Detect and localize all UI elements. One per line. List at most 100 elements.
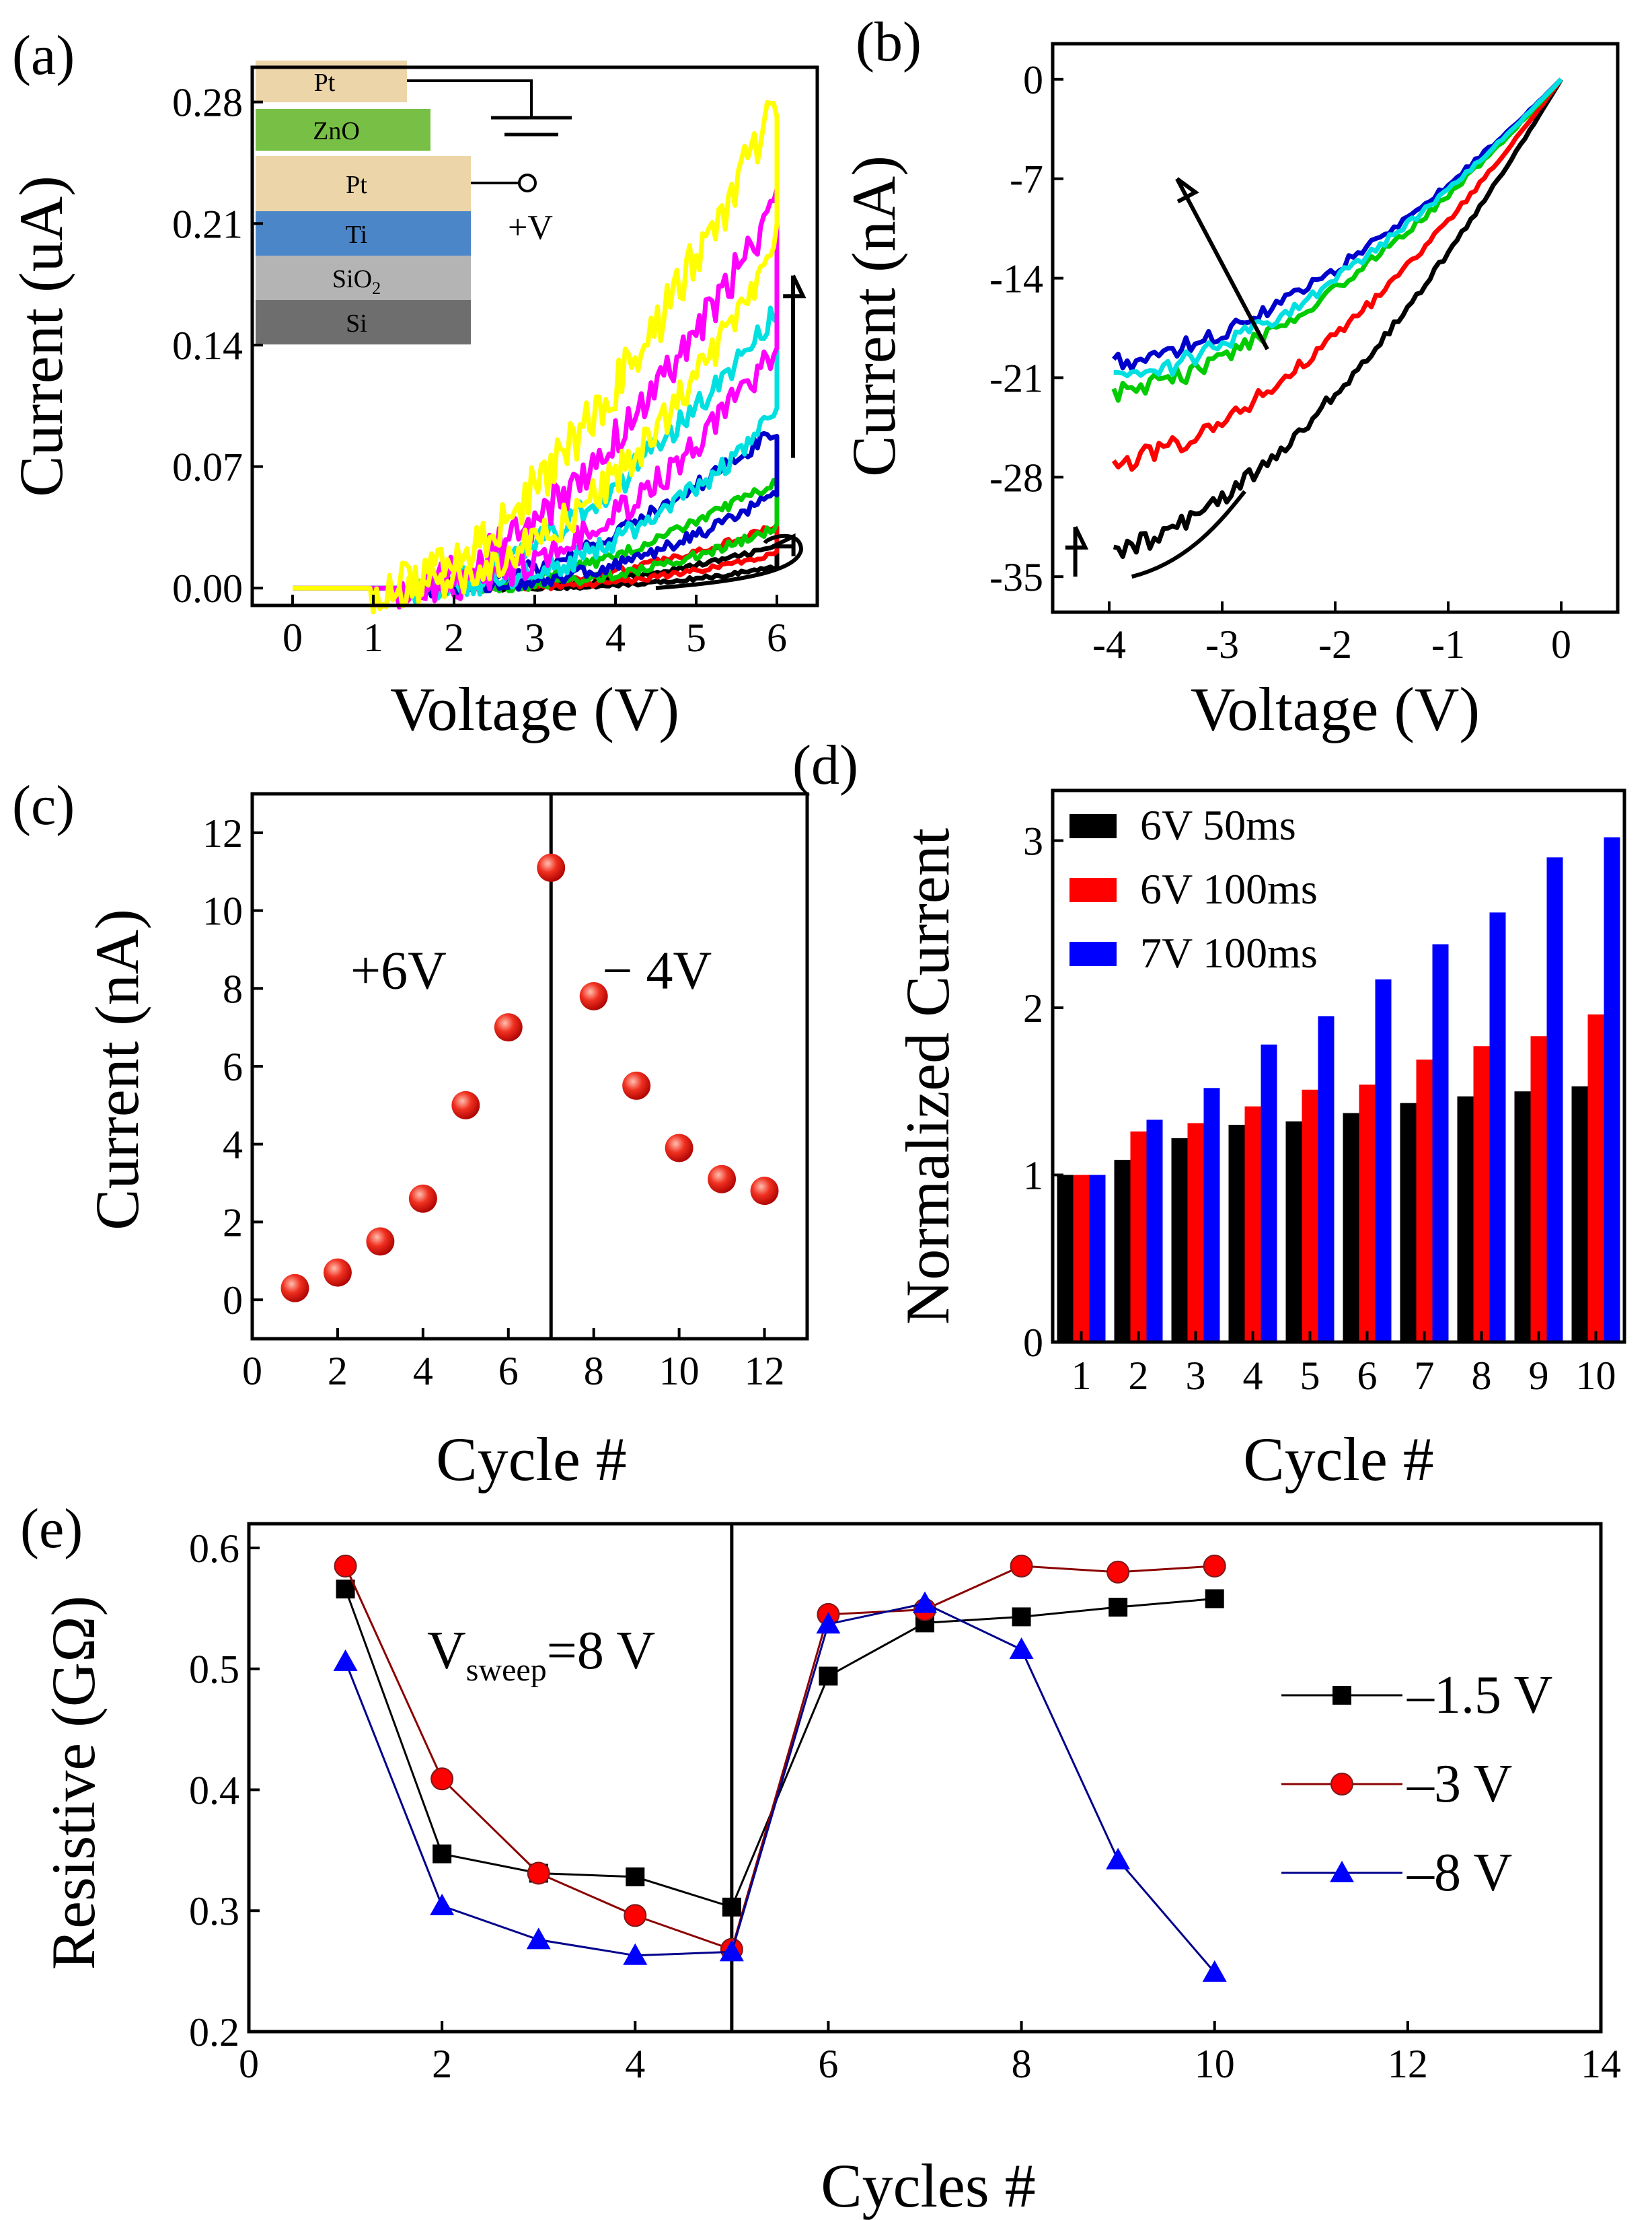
series-1-point-5	[722, 1897, 741, 1917]
x-axis-c-label-0: 0	[242, 1349, 262, 1393]
legend-label-1: –1.5 V	[1406, 1666, 1552, 1725]
bias-label: +V	[508, 209, 553, 247]
x-axis-e-label-4: 8	[1012, 2042, 1032, 2086]
bar-3-cycle-1	[1089, 1175, 1106, 1342]
panel-b: (b) -4 -3 -2 -1 0 0 -7 -14 -21 -28 -35 Voltage (V) Cu…	[839, 11, 1620, 743]
y-axis-b-label-3: -21	[989, 356, 1043, 400]
inset-layer-5	[256, 256, 471, 300]
bar-3-cycle-9	[1546, 857, 1563, 1342]
series-3-point-9	[1106, 1847, 1131, 1870]
bar-1-cycle-1	[1057, 1175, 1074, 1342]
bar-3-cycle-3	[1203, 1088, 1220, 1342]
inset-layer-label-2: ZnO	[313, 117, 360, 145]
y-axis-e-label-0: 0.2	[189, 2010, 239, 2055]
x-axis-e-label-1: 2	[432, 2042, 452, 2086]
data-point-2	[323, 1258, 352, 1287]
x-axis-c-label-6: 12	[745, 1349, 785, 1393]
series-1-point-10	[1205, 1589, 1224, 1608]
data-point-11	[708, 1164, 737, 1193]
x-axis-a-label-3: 3	[525, 616, 545, 660]
legend-label-1: 6V 50ms	[1140, 801, 1296, 849]
bar-2-cycle-7	[1416, 1060, 1433, 1342]
inset-layer-label-4: Ti	[346, 221, 367, 249]
iv-sweep-6	[293, 186, 780, 610]
x-axis-a-label-1: 1	[363, 616, 383, 660]
x-axis-c-label-2: 4	[413, 1349, 433, 1393]
series-line-2	[344, 1565, 1215, 1951]
bar-2-cycle-1	[1073, 1175, 1090, 1342]
annotation-vsweep: Vsweep=8 V	[427, 1621, 655, 1688]
y-axis-a-label-3: 0.21	[172, 202, 243, 246]
x-axis-d-label-5: 6	[1357, 1354, 1378, 1398]
panel-a: (a) Pt ZnO Pt Ti SiO2 Si +V 0 1 2 3 4 5 6 0.00 0.07 0.14 0…	[7, 24, 819, 743]
start-curl	[1131, 490, 1246, 579]
inset-layer-6	[256, 300, 471, 344]
data-point-6	[494, 1013, 523, 1042]
bar-3-cycle-6	[1375, 979, 1392, 1342]
x-axis-title-e: Cycles #	[821, 2151, 1035, 2220]
x-axis-c-label-4: 8	[584, 1349, 604, 1393]
y-axis-c-label-1: 2	[223, 1200, 243, 1245]
x-axis-a-label-6: 6	[767, 616, 787, 660]
series-1-point-4	[626, 1867, 645, 1886]
series-3-point-10	[1202, 1960, 1227, 1982]
return-curl	[655, 533, 804, 591]
annotation-set: +6V	[350, 941, 447, 1000]
x-axis-title-c: Cycle #	[436, 1425, 627, 1493]
iv-sweep-2	[1111, 77, 1563, 472]
bar-2-cycle-2	[1130, 1131, 1147, 1342]
y-axis-a-label-1: 0.07	[172, 445, 243, 490]
iv-sweep-1	[1113, 78, 1564, 559]
x-axis-title-d: Cycle #	[1243, 1425, 1434, 1493]
panel-e: (e) –1.5 V –3 V –8 V Vsweep=8 V 0 2 4 6 8 10 12 14 0.…	[20, 1497, 1621, 2220]
bar-3-cycle-5	[1318, 1016, 1335, 1342]
data-point-10	[665, 1134, 693, 1162]
legend-swatch-3	[1069, 942, 1117, 966]
annotation-reset: − 4V	[602, 941, 712, 1000]
panel-c: (c) +6V − 4V 0 2 4 6 8 10 12 0 2 4 6 8 10 12 Cycle # Curre…	[12, 774, 809, 1493]
bar-3-cycle-2	[1146, 1119, 1163, 1342]
bar-1-cycle-2	[1114, 1160, 1131, 1342]
series-2-point-10	[1203, 1554, 1226, 1578]
series-3-point-2	[430, 1894, 455, 1916]
x-axis-e-label-5: 10	[1195, 2042, 1235, 2086]
inset-layer-3	[256, 156, 471, 211]
bar-2-cycle-9	[1530, 1036, 1547, 1342]
y-axis-e-label-3: 0.5	[189, 1648, 239, 1692]
series-3-point-6	[816, 1612, 841, 1634]
y-axis-c-label-3: 6	[223, 1045, 243, 1089]
inset-layer-label-6: Si	[346, 309, 367, 338]
x-axis-c-label-3: 6	[498, 1349, 519, 1393]
bar-1-cycle-9	[1514, 1091, 1531, 1342]
x-axis-c-label-1: 2	[328, 1349, 348, 1393]
legend-swatch-2	[1069, 878, 1117, 902]
x-axis-b-label-4: 0	[1551, 622, 1571, 667]
legend-label-2: 6V 100ms	[1140, 865, 1318, 913]
bar-2-cycle-3	[1187, 1123, 1204, 1342]
y-axis-d-label-2: 2	[1023, 986, 1043, 1031]
y-axis-a-label-4: 0.28	[172, 81, 243, 125]
bar-3-cycle-8	[1489, 912, 1506, 1342]
series-2-point-2	[430, 1767, 454, 1791]
x-axis-e-label-3: 6	[818, 2042, 838, 2086]
ground-wire	[407, 79, 533, 118]
y-axis-b-label-2: -14	[989, 257, 1043, 301]
y-axis-title-b: Current (nA)	[839, 155, 908, 477]
y-axis-c-label-2: 4	[223, 1123, 243, 1167]
series-1-point-1	[336, 1580, 355, 1599]
bar-2-cycle-4	[1244, 1106, 1261, 1342]
panel-label-d: (d)	[792, 734, 858, 797]
bar-2-cycle-5	[1302, 1089, 1318, 1342]
x-axis-b-label-0: -4	[1092, 622, 1126, 667]
series-1-point-8	[1012, 1607, 1031, 1627]
y-axis-e-label-2: 0.4	[189, 1768, 239, 1812]
panel-label-c: (c)	[12, 774, 75, 837]
bar-1-cycle-6	[1343, 1113, 1359, 1342]
x-axis-d-label-4: 5	[1300, 1354, 1320, 1398]
increase-arrow-head	[783, 274, 806, 299]
y-axis-e-label-4: 0.6	[189, 1526, 239, 1571]
y-axis-b-label-5: -35	[989, 555, 1043, 599]
inset-layer-4	[256, 211, 471, 256]
